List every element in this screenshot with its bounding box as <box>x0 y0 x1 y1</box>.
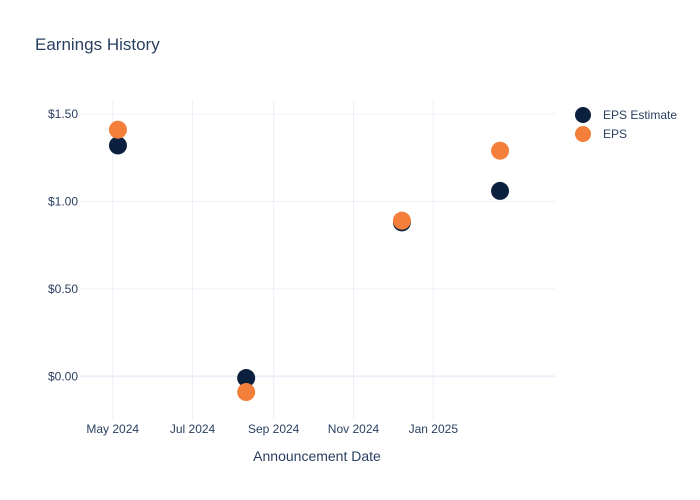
legend-marker <box>575 126 591 142</box>
series-eps <box>108 120 510 402</box>
grid-lines <box>80 100 555 420</box>
legend-item[interactable]: EPS <box>575 126 627 142</box>
x-tick-label: May 2024 <box>86 422 139 436</box>
y-tick-label: $0.00 <box>48 369 78 383</box>
data-point[interactable] <box>237 383 256 402</box>
x-tick-label: Jan 2025 <box>409 422 459 436</box>
data-point[interactable] <box>392 211 411 230</box>
chart-title: Earnings History <box>35 35 160 54</box>
x-tick-label: Nov 2024 <box>328 422 380 436</box>
data-point[interactable] <box>491 141 510 160</box>
y-tick-label: $0.50 <box>48 282 78 296</box>
legend[interactable]: EPS Estimate EPS <box>575 107 677 142</box>
series-eps-estimate <box>108 136 510 388</box>
y-tick-label: $1.00 <box>48 194 78 208</box>
data-point[interactable] <box>108 136 127 155</box>
data-point[interactable] <box>237 369 256 388</box>
y-axis-ticks: $0.00 $0.50 $1.00 $1.50 <box>48 107 78 383</box>
legend-label: EPS <box>603 127 627 141</box>
x-tick-label: Sep 2024 <box>248 422 300 436</box>
y-tick-label: $1.50 <box>48 107 78 121</box>
legend-label: EPS Estimate <box>603 108 677 122</box>
x-axis-ticks: May 2024 Jul 2024 Sep 2024 Nov 2024 Jan 2025 <box>86 422 458 436</box>
data-point[interactable] <box>491 181 510 200</box>
x-axis-label: Announcement Date <box>253 448 381 464</box>
legend-marker <box>575 107 591 123</box>
data-point[interactable] <box>108 120 127 139</box>
legend-item[interactable]: EPS Estimate <box>575 107 677 123</box>
data-points <box>108 120 510 402</box>
x-tick-label: Jul 2024 <box>170 422 216 436</box>
